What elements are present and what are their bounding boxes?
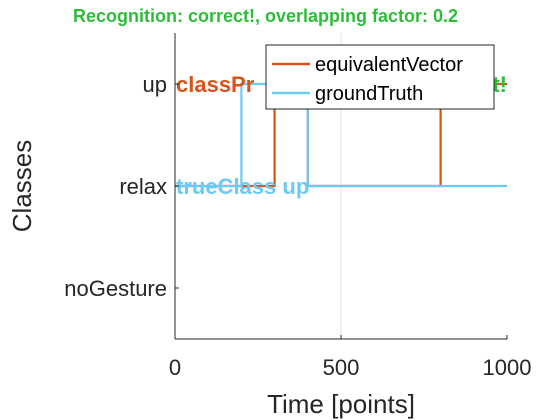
- chart-title-text: Recognition: correct!, overlapping facto…: [73, 6, 458, 26]
- legend: equivalentVector groundTruth: [265, 44, 495, 110]
- annotation-text: t!: [492, 72, 507, 97]
- y-tick-label: relax: [119, 174, 167, 199]
- x-tick-label: 0: [169, 355, 181, 380]
- y-tick-label: up: [143, 72, 167, 97]
- legend-box: [265, 44, 495, 110]
- annotations: classPr t! trueClass up: [176, 72, 507, 199]
- annotation-text: classPr: [176, 72, 255, 97]
- x-tick-label: 500: [323, 355, 360, 380]
- annotation-text: trueClass up: [176, 174, 309, 199]
- y-tick-label: noGesture: [64, 276, 167, 301]
- x-tick-label: 1000: [483, 355, 532, 380]
- legend-label: equivalentVector: [315, 54, 463, 76]
- legend-label: groundTruth: [315, 83, 423, 105]
- y-axis-label: Classes: [7, 140, 37, 232]
- chart-title: Recognition: correct!, overlapping facto…: [73, 6, 458, 26]
- axes: 0 500 1000 noGesture relax up: [64, 33, 531, 380]
- x-axis-label: Time [points]: [267, 389, 415, 419]
